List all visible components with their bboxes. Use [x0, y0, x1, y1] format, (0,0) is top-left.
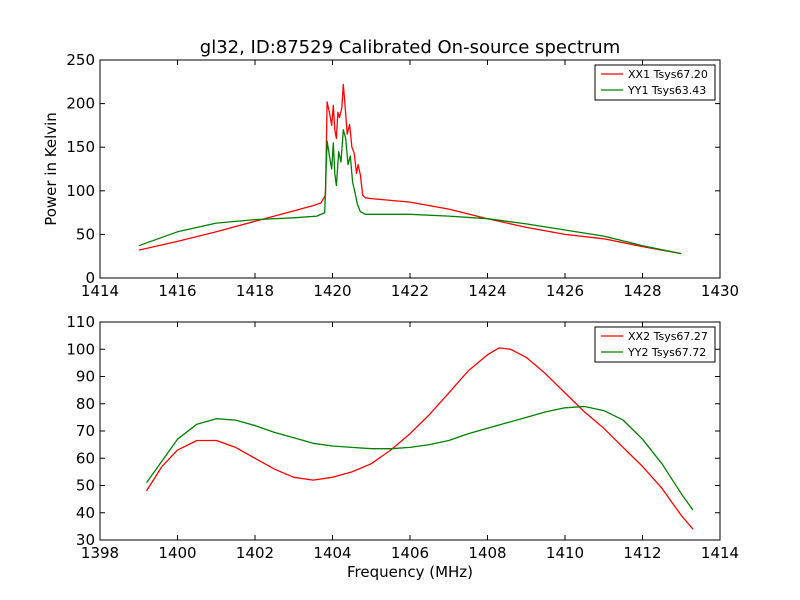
legend-label-xx1: XX1 Tsys67.20 [628, 68, 708, 81]
y-tick-label: 70 [76, 422, 95, 440]
legend: XX2 Tsys67.27 YY2 Tsys67.72 [594, 326, 716, 363]
y-tick-label: 110 [66, 313, 95, 331]
y-tick-label: 50 [76, 225, 95, 243]
tick-layer: 1398 1400 1402 1404 1406 1408 1410 1412 1414 30 40… [66, 313, 739, 562]
x-tick-label: 1406 [391, 544, 429, 562]
x-tick-label: 1414 [81, 282, 119, 300]
y-tick-label: 200 [66, 95, 95, 113]
legend-label-xx2: XX2 Tsys67.27 [628, 330, 708, 343]
top-panel: gl32, ID:87529 Calibrated On-source spec… [42, 37, 739, 300]
y-tick-label: 80 [76, 395, 95, 413]
series-line-green [138, 129, 682, 255]
x-tick-label: 1426 [546, 282, 584, 300]
y-axis-label: Power in Kelvin [42, 112, 60, 226]
y-tick-label: 100 [66, 182, 95, 200]
bottom-panel: Frequency (MHz) 1398 1400 1402 1404 1406 1408… [66, 313, 739, 581]
x-tick-label: 1422 [391, 282, 429, 300]
y-tick-label: 30 [76, 531, 95, 549]
x-tick-label: 1420 [313, 282, 351, 300]
y-tick-label: 90 [76, 368, 95, 386]
y-tick-label: 150 [66, 138, 95, 156]
x-tick-label: 1408 [468, 544, 506, 562]
legend: XX1 Tsys67.20 YY1 Tsys63.43 [594, 64, 716, 101]
y-tick-label: 100 [66, 340, 95, 358]
legend-box [594, 326, 716, 363]
y-tick-label: 0 [85, 269, 95, 287]
legend-label-yy1: YY1 Tsys63.43 [627, 84, 706, 97]
x-tick-label: 1404 [313, 544, 351, 562]
legend-label-yy2: YY2 Tsys67.72 [627, 346, 706, 359]
chart-title: gl32, ID:87529 Calibrated On-source spec… [200, 37, 620, 58]
y-tick-label: 40 [76, 504, 95, 522]
tick-layer: 1414 1416 1418 1420 1422 1424 1426 1428 1430 0 50 1… [66, 51, 739, 300]
x-tick-label: 1414 [701, 544, 739, 562]
series-line-green [145, 405, 694, 511]
x-tick-label: 1428 [623, 282, 661, 300]
legend-box [594, 64, 716, 101]
y-tick-label: 250 [66, 51, 95, 69]
x-tick-label: 1410 [546, 544, 584, 562]
x-tick-label: 1418 [236, 282, 274, 300]
series-layer [145, 347, 694, 530]
x-tick-label: 1430 [701, 282, 739, 300]
x-tick-label: 1400 [158, 544, 196, 562]
x-tick-label: 1398 [81, 544, 119, 562]
x-tick-label: 1424 [468, 282, 506, 300]
x-axis-label: Frequency (MHz) [347, 563, 473, 581]
x-tick-label: 1402 [236, 544, 274, 562]
x-tick-label: 1416 [158, 282, 196, 300]
y-tick-label: 60 [76, 449, 95, 467]
y-tick-label: 50 [76, 477, 95, 495]
series-layer [138, 83, 682, 255]
x-tick-label: 1412 [623, 544, 661, 562]
series-line-red [145, 347, 694, 530]
series-line-red [138, 83, 682, 255]
